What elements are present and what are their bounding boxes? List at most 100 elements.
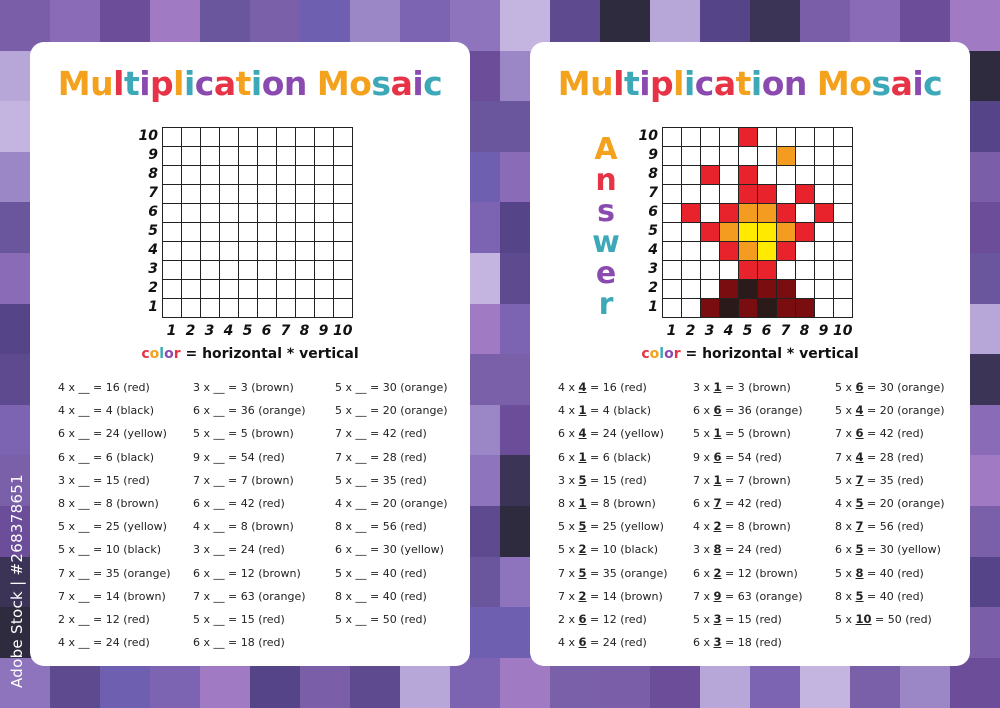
problem-item[interactable]: 5 x __ = 5 (brown)	[193, 422, 306, 445]
grid-cell[interactable]	[201, 242, 220, 261]
grid-cell[interactable]	[239, 147, 258, 166]
grid-cell[interactable]	[315, 223, 334, 242]
grid-cell[interactable]	[201, 261, 220, 280]
factor-b-blank[interactable]: __	[213, 450, 225, 464]
factor-b-blank[interactable]: __	[213, 612, 225, 626]
grid-cell[interactable]	[258, 223, 277, 242]
grid-cell[interactable]	[182, 223, 201, 242]
factor-b-blank[interactable]: __	[213, 520, 225, 534]
factor-b-blank[interactable]: __	[355, 473, 367, 487]
problem-item[interactable]: 4 x __ = 4 (black)	[58, 399, 171, 422]
grid-cell[interactable]	[201, 299, 220, 318]
problem-item[interactable]: 8 x __ = 8 (brown)	[58, 492, 171, 515]
problem-item[interactable]: 6 x __ = 12 (brown)	[193, 562, 306, 585]
grid-cell[interactable]	[239, 280, 258, 299]
problem-item[interactable]: 3 x __ = 24 (red)	[193, 538, 306, 561]
grid-cell[interactable]	[277, 204, 296, 223]
grid-cell[interactable]	[334, 147, 353, 166]
problem-item[interactable]: 7 x __ = 7 (brown)	[193, 469, 306, 492]
grid-cell[interactable]	[201, 128, 220, 147]
problem-item[interactable]: 4 x __ = 20 (orange)	[335, 492, 448, 515]
grid-cell[interactable]	[296, 223, 315, 242]
grid-cell[interactable]	[296, 204, 315, 223]
grid-cell[interactable]	[163, 166, 182, 185]
grid-cell[interactable]	[182, 280, 201, 299]
grid-cell[interactable]	[201, 147, 220, 166]
grid-cell[interactable]	[258, 204, 277, 223]
grid-cell[interactable]	[220, 128, 239, 147]
grid-cell[interactable]	[334, 223, 353, 242]
grid-cell[interactable]	[334, 242, 353, 261]
grid-cell[interactable]	[163, 261, 182, 280]
grid-cell[interactable]	[163, 299, 182, 318]
factor-b-blank[interactable]: __	[78, 566, 90, 580]
grid-cell[interactable]	[258, 242, 277, 261]
grid-cell[interactable]	[277, 261, 296, 280]
grid-cell[interactable]	[201, 166, 220, 185]
grid-cell[interactable]	[334, 204, 353, 223]
factor-b-blank[interactable]: __	[355, 612, 367, 626]
problem-item[interactable]: 6 x __ = 36 (orange)	[193, 399, 306, 422]
factor-b-blank[interactable]: __	[213, 589, 225, 603]
factor-b-blank[interactable]: __	[78, 543, 90, 557]
grid-cell[interactable]	[315, 261, 334, 280]
grid-cell[interactable]	[182, 185, 201, 204]
factor-b-blank[interactable]: __	[213, 636, 225, 650]
grid-cell[interactable]	[296, 280, 315, 299]
grid-cell[interactable]	[296, 185, 315, 204]
grid-cell[interactable]	[315, 242, 334, 261]
grid-cell[interactable]	[296, 166, 315, 185]
grid-cell[interactable]	[296, 128, 315, 147]
problem-item[interactable]: 6 x __ = 6 (black)	[58, 446, 171, 469]
factor-b-blank[interactable]: __	[213, 566, 225, 580]
factor-b-blank[interactable]: __	[213, 543, 225, 557]
grid-cell[interactable]	[277, 299, 296, 318]
grid-cell[interactable]	[315, 204, 334, 223]
grid-cell[interactable]	[220, 185, 239, 204]
grid-cell[interactable]	[315, 280, 334, 299]
problem-item[interactable]: 3 x __ = 3 (brown)	[193, 376, 306, 399]
factor-b-blank[interactable]: __	[78, 496, 90, 510]
grid-cell[interactable]	[239, 261, 258, 280]
problem-item[interactable]: 6 x __ = 24 (yellow)	[58, 422, 171, 445]
problem-item[interactable]: 3 x __ = 15 (red)	[58, 469, 171, 492]
grid-cell[interactable]	[277, 147, 296, 166]
grid-cell[interactable]	[277, 166, 296, 185]
grid-cell[interactable]	[277, 242, 296, 261]
factor-b-blank[interactable]: __	[78, 381, 90, 394]
grid-cell[interactable]	[201, 185, 220, 204]
problem-item[interactable]: 7 x __ = 42 (red)	[335, 422, 448, 445]
grid-cell[interactable]	[277, 223, 296, 242]
grid-cell[interactable]	[334, 185, 353, 204]
factor-b-blank[interactable]: __	[78, 404, 90, 418]
grid-cell[interactable]	[239, 204, 258, 223]
grid-cell[interactable]	[220, 242, 239, 261]
grid-cell[interactable]	[296, 299, 315, 318]
problem-item[interactable]: 4 x __ = 8 (brown)	[193, 515, 306, 538]
problem-item[interactable]: 6 x __ = 30 (yellow)	[335, 538, 448, 561]
grid-cell[interactable]	[258, 166, 277, 185]
grid-cell[interactable]	[334, 128, 353, 147]
grid-cell[interactable]	[277, 185, 296, 204]
problem-item[interactable]: 7 x __ = 63 (orange)	[193, 585, 306, 608]
factor-b-blank[interactable]: __	[78, 473, 90, 487]
problem-item[interactable]: 5 x __ = 50 (red)	[335, 608, 448, 631]
grid-cell[interactable]	[239, 185, 258, 204]
grid-cell[interactable]	[182, 242, 201, 261]
problem-item[interactable]: 5 x __ = 15 (red)	[193, 608, 306, 631]
problem-item[interactable]: 5 x __ = 30 (orange)	[335, 376, 448, 399]
grid-cell[interactable]	[315, 128, 334, 147]
grid-cell[interactable]	[277, 280, 296, 299]
factor-b-blank[interactable]: __	[355, 450, 367, 464]
factor-b-blank[interactable]: __	[213, 381, 225, 394]
grid-cell[interactable]	[182, 128, 201, 147]
grid-cell[interactable]	[315, 299, 334, 318]
factor-b-blank[interactable]: __	[78, 427, 90, 441]
problem-item[interactable]: 5 x __ = 35 (red)	[335, 469, 448, 492]
grid-cell[interactable]	[239, 166, 258, 185]
grid-cell[interactable]	[239, 223, 258, 242]
grid-cell[interactable]	[277, 128, 296, 147]
grid-cell[interactable]	[334, 299, 353, 318]
grid-cell[interactable]	[220, 204, 239, 223]
grid-cell[interactable]	[220, 299, 239, 318]
